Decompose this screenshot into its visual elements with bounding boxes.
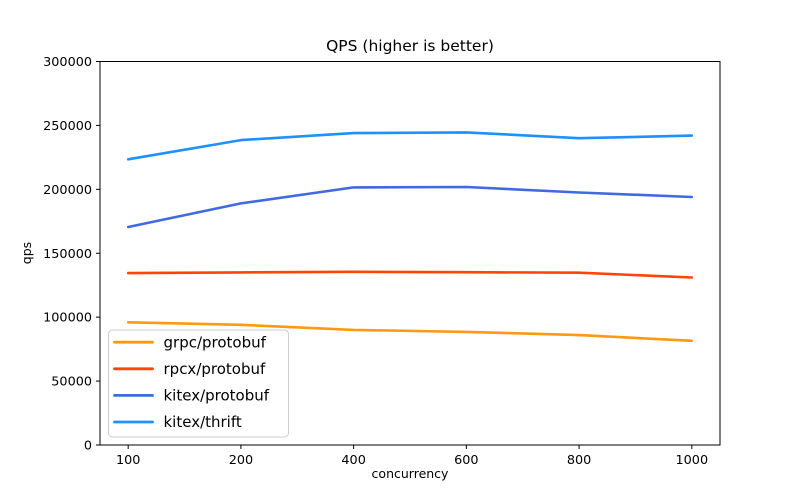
x-tick-label: 100: [116, 453, 140, 468]
y-tick-label: 200000: [43, 183, 92, 198]
y-tick-label: 300000: [43, 55, 92, 70]
legend-item-label: kitex/thrift: [164, 413, 242, 431]
x-tick-label: 1000: [676, 453, 709, 468]
x-tick-label: 600: [454, 453, 478, 468]
y-tick-label: 0: [84, 439, 92, 454]
legend-item-label: rpcx/protobuf: [164, 360, 266, 378]
y-tick-label: 100000: [43, 311, 92, 326]
x-tick-label: 200: [229, 453, 253, 468]
y-tick-label: 50000: [51, 375, 92, 390]
y-tick-label: 150000: [43, 247, 92, 262]
series-line-kitex-thrift: [126, 131, 694, 161]
legend-item: kitex/thrift: [113, 413, 242, 431]
x-tick-label: 400: [341, 453, 365, 468]
series-line-rpcx-protobuf: [126, 270, 694, 279]
series-line-grpc-protobuf: [126, 320, 694, 343]
legend-item: grpc/protobuf: [113, 333, 267, 351]
legend-item-label: kitex/protobuf: [164, 387, 270, 405]
chart-title: QPS (higher is better): [326, 37, 494, 55]
legend-item: rpcx/protobuf: [113, 360, 266, 378]
series-lines: [126, 131, 694, 343]
legend-item-label: grpc/protobuf: [164, 333, 267, 351]
legend-box: [108, 329, 289, 438]
x-axis-label: concurrency: [372, 466, 450, 481]
legend: grpc/protobuf rpcx/protobuf kitex/protobuf…: [108, 329, 289, 438]
series-line-kitex-protobuf: [126, 185, 694, 229]
y-tick-label: 250000: [43, 119, 92, 134]
x-tick-label: 800: [567, 453, 591, 468]
y-axis-label: qps: [19, 242, 34, 264]
y-axis-ticks: 0 50000 100000 150000 200000 250000 300000: [43, 55, 100, 454]
legend-item: kitex/protobuf: [113, 387, 270, 405]
x-axis-ticks: 100 200 400 600 800 1000: [116, 445, 708, 468]
